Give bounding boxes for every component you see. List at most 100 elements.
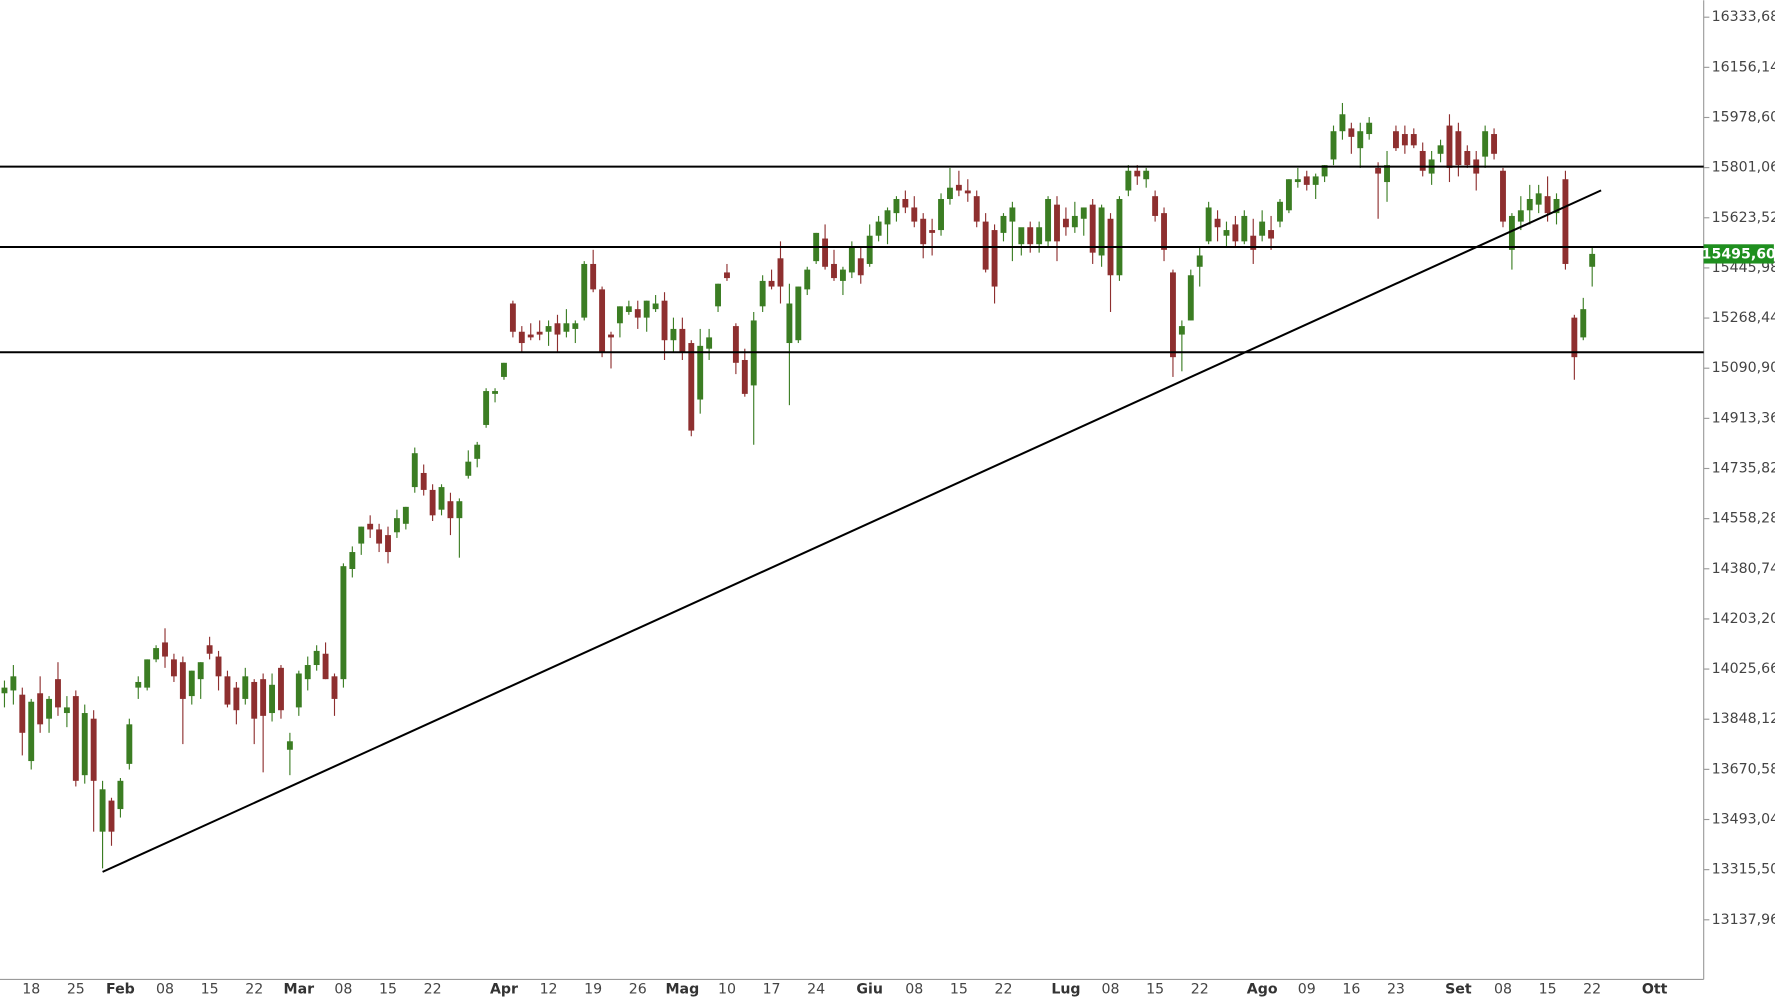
- candle-body: [456, 501, 463, 519]
- candle-body: [1330, 131, 1337, 160]
- candle-body: [1062, 218, 1069, 228]
- candle-body: [1071, 215, 1078, 228]
- candle-body: [1098, 207, 1105, 256]
- candle-body: [1143, 170, 1150, 180]
- candle-body: [1464, 150, 1471, 166]
- x-tick-label: 22: [424, 982, 442, 998]
- candle-body: [1312, 176, 1319, 185]
- x-tick-label: Giu: [856, 982, 883, 998]
- candle-body: [1348, 128, 1355, 137]
- candle-body: [206, 645, 213, 654]
- candle-body: [1000, 215, 1007, 233]
- y-tick-label: 15445,98: [1712, 260, 1775, 276]
- y-tick-label: 14380,74: [1712, 561, 1775, 577]
- candle-body: [822, 238, 829, 267]
- y-tick-label: 16156,14: [1712, 59, 1775, 75]
- candle-body: [768, 280, 775, 287]
- candle-body: [313, 650, 320, 666]
- x-tick-label: Apr: [490, 982, 518, 998]
- candle-body: [724, 272, 730, 279]
- candle-body: [688, 343, 695, 431]
- candle-body: [706, 337, 713, 349]
- y-tick-label: 15978,60: [1712, 109, 1775, 125]
- candle-body: [1562, 179, 1569, 264]
- candle-body: [144, 659, 151, 688]
- candle-body: [741, 359, 748, 394]
- candle-body: [126, 724, 133, 764]
- x-tick-label: 19: [584, 982, 602, 998]
- x-tick-label: Ago: [1247, 982, 1278, 998]
- candle-body: [554, 323, 561, 335]
- candle-body: [322, 653, 329, 680]
- candle-body: [385, 535, 391, 553]
- candle-body: [1250, 235, 1257, 250]
- candle-body: [1116, 198, 1123, 276]
- y-tick-label: 13137,96: [1712, 912, 1775, 928]
- candle-body: [1446, 125, 1453, 168]
- candle-body: [581, 263, 588, 318]
- candle-body: [938, 198, 944, 231]
- candle-body: [1089, 204, 1096, 253]
- candle-body: [1045, 198, 1052, 242]
- candle-body: [1508, 215, 1515, 250]
- candle-body: [393, 518, 400, 533]
- x-tick-label: Mag: [665, 982, 699, 998]
- candle-body: [1357, 131, 1364, 149]
- candle-body: [135, 681, 142, 688]
- candle-body: [1517, 210, 1524, 222]
- candle-body: [599, 289, 606, 352]
- x-tick-label: 22: [994, 982, 1012, 998]
- x-tick-label: 09: [1298, 982, 1316, 998]
- candle-body: [1036, 227, 1043, 245]
- candle-body: [795, 286, 802, 341]
- candle-body: [1232, 224, 1239, 242]
- candle-body: [304, 665, 311, 680]
- candle-body: [902, 198, 909, 208]
- candle-body: [875, 221, 882, 236]
- candle-body: [1277, 201, 1283, 222]
- candle-body: [866, 235, 873, 264]
- candle-body: [1339, 114, 1346, 132]
- candle-body: [420, 472, 427, 490]
- x-tick-label: 15: [201, 982, 219, 998]
- y-tick-label: 14558,28: [1712, 511, 1775, 527]
- candle-body: [679, 328, 686, 352]
- candle-body: [37, 693, 44, 725]
- candle-body: [1455, 131, 1462, 166]
- x-tick-label: 15: [1539, 982, 1557, 998]
- candle-body: [1366, 122, 1373, 135]
- candle-body: [1054, 204, 1060, 242]
- x-tick-label: 26: [629, 982, 647, 998]
- candle-body: [527, 334, 534, 338]
- x-tick-label: Feb: [106, 982, 135, 998]
- y-tick-label: 15801,06: [1712, 160, 1775, 176]
- candle-body: [286, 741, 293, 750]
- y-tick-label: 13670,58: [1712, 761, 1775, 777]
- candle-body: [1027, 227, 1034, 245]
- candle-body: [99, 789, 106, 832]
- candle-body: [1134, 170, 1141, 177]
- candle-body: [188, 670, 195, 697]
- candle-body: [55, 679, 61, 708]
- candle-body: [652, 303, 659, 310]
- x-tick-label: 15: [1146, 982, 1164, 998]
- candle-body: [1294, 179, 1301, 183]
- last-price-label: 15495,60: [1702, 246, 1775, 262]
- candle-body: [732, 326, 739, 363]
- trendline: [102, 189, 1602, 873]
- candle-body: [1080, 207, 1087, 219]
- candle-body: [483, 391, 490, 425]
- candle-body: [90, 718, 97, 781]
- x-tick-label: 22: [1583, 982, 1601, 998]
- candle-body: [465, 461, 472, 476]
- candle-body: [777, 258, 784, 287]
- x-tick-label: 22: [1191, 982, 1209, 998]
- candle-body: [536, 331, 543, 335]
- x-tick-label: 08: [905, 982, 923, 998]
- candle-body: [492, 391, 498, 394]
- candle-body: [616, 306, 623, 324]
- y-tick-label: 14025,66: [1712, 661, 1775, 677]
- candle-body: [197, 662, 204, 680]
- x-tick-label: 10: [718, 982, 736, 998]
